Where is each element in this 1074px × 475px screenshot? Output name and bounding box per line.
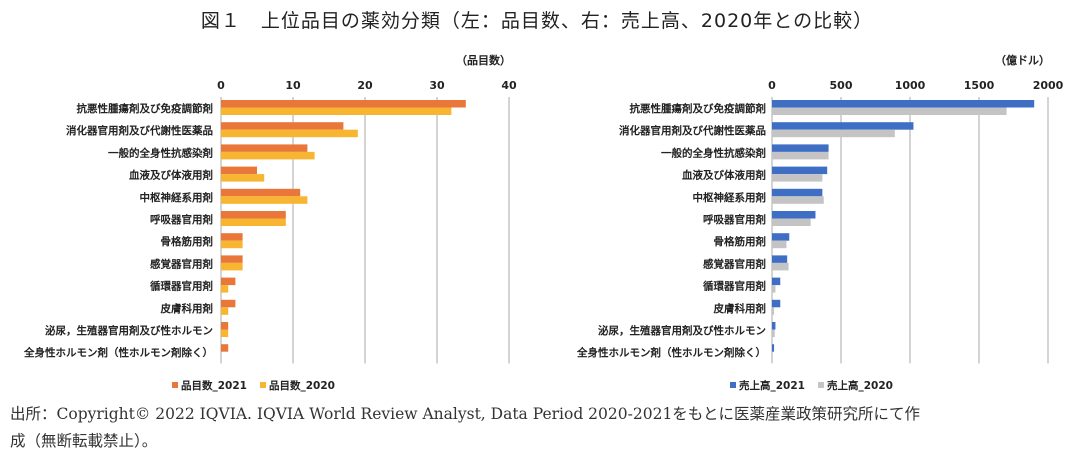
bar-売上高_2020 <box>772 307 775 315</box>
category-label: 呼吸器官用剤 <box>150 213 213 226</box>
bar-品目数_2020 <box>221 329 229 337</box>
bar-品目数_2020 <box>221 107 452 115</box>
legend-swatch <box>172 382 178 388</box>
charts: （品目数） 0 10 20 30 40 抗悪性腫瘍剤及び免疫調節剤消化器官用剤及び代謝性医薬… <box>23 53 1064 392</box>
bar-売上高_2020 <box>772 329 775 337</box>
bar-品目数_2020 <box>221 196 308 204</box>
figure-title: 図１ 上位品目の薬効分類（左：品目数、右：売上高、2020年との比較） <box>200 10 874 32</box>
category-label: 一般的全身性抗感染剤 <box>661 146 766 159</box>
bar-品目数_2020 <box>221 285 229 293</box>
category-label: 中枢神経系用剤 <box>693 191 767 204</box>
bar-品目数_2020 <box>221 129 358 138</box>
bar-売上高_2021 <box>772 211 816 219</box>
bar-売上高_2021 <box>772 100 1035 108</box>
bar-品目数_2021 <box>221 211 286 219</box>
category-label: 呼吸器官用剤 <box>703 213 766 226</box>
tick-label: 1500 <box>964 79 995 92</box>
bar-品目数_2020 <box>221 218 286 226</box>
category-label: 泌尿，生殖器官用剤及び性ホルモン <box>45 324 213 337</box>
legend-swatch <box>260 382 266 388</box>
bar-品目数_2020 <box>221 262 243 271</box>
bar-売上高_2020 <box>772 151 829 160</box>
tick-label: 0 <box>768 79 776 92</box>
bar-売上高_2021 <box>772 188 823 197</box>
category-label: 一般的全身性抗感染剤 <box>108 146 213 159</box>
bar-品目数_2021 <box>221 166 257 175</box>
tick-label: 30 <box>429 79 445 92</box>
bar-売上高_2020 <box>772 196 824 204</box>
category-label: 循環器官用剤 <box>150 280 213 293</box>
bar-売上高_2020 <box>772 218 811 226</box>
footnote-line-1: 出所：Copyright© 2022 IQVIA. IQVIA World Re… <box>10 405 920 423</box>
category-label: 循環器官用剤 <box>703 280 766 293</box>
legend-label: 売上高_2021 <box>739 379 805 392</box>
category-label: 骨格筋用剤 <box>161 235 214 248</box>
category-label: 感覚器官用剤 <box>703 257 766 270</box>
bar-売上高_2020 <box>772 174 823 182</box>
bar-品目数_2021 <box>221 122 344 130</box>
legend-label: 売上高_2020 <box>827 379 893 392</box>
tick-label: 20 <box>357 79 373 92</box>
category-label: 血液及び体液用剤 <box>682 169 766 182</box>
category-label: 骨格筋用剤 <box>714 235 767 248</box>
legend-label: 品目数_2021 <box>181 379 247 392</box>
bar-売上高_2021 <box>772 322 776 330</box>
bar-品目数_2021 <box>221 344 229 352</box>
bar-売上高_2020 <box>772 285 776 293</box>
unit-label: （品目数） <box>456 53 511 67</box>
bar-売上高_2020 <box>772 240 787 249</box>
bar-品目数_2020 <box>221 307 229 315</box>
category-label: 感覚器官用剤 <box>150 257 213 270</box>
bar-売上高_2021 <box>772 233 790 241</box>
legend-swatch <box>818 382 824 388</box>
category-label: 泌尿，生殖器官用剤及び性ホルモン <box>598 324 766 337</box>
bar-品目数_2021 <box>221 233 243 241</box>
category-label: 消化器官用剤及び代謝性医薬品 <box>66 124 213 137</box>
bar-品目数_2020 <box>221 174 265 182</box>
bar-品目数_2020 <box>221 240 243 249</box>
category-label: 抗悪性腫瘍剤及び免疫調節剤 <box>630 102 767 115</box>
category-label: 抗悪性腫瘍剤及び免疫調節剤 <box>77 102 214 115</box>
tick-label: 2000 <box>1033 79 1064 92</box>
legend-swatch <box>730 382 736 388</box>
tick-label: 0 <box>217 79 225 92</box>
tick-label: 1000 <box>895 79 926 92</box>
tick-label: 40 <box>501 79 517 92</box>
category-label: 消化器官用剤及び代謝性医薬品 <box>619 124 766 137</box>
bar-品目数_2021 <box>221 188 301 197</box>
bar-品目数_2021 <box>221 255 243 263</box>
bar-売上高_2021 <box>772 166 828 175</box>
category-label: 全身性ホルモン剤（性ホルモン剤除く） <box>23 346 213 359</box>
category-label: 血液及び体液用剤 <box>129 169 213 182</box>
bar-売上高_2020 <box>772 262 789 271</box>
category-label: 皮膚科用剤 <box>713 302 767 315</box>
footnote-line-2: 成（無断転載禁止）。 <box>10 432 158 450</box>
bar-売上高_2021 <box>772 255 788 263</box>
tick-label: 500 <box>830 79 853 92</box>
category-label: 中枢神経系用剤 <box>140 191 214 204</box>
legend-label: 品目数_2020 <box>269 379 335 392</box>
bar-売上高_2021 <box>772 344 775 352</box>
tick-label: 10 <box>285 79 301 92</box>
unit-label: （億ドル） <box>995 53 1050 67</box>
bar-売上高_2020 <box>772 107 1007 115</box>
bar-売上高_2021 <box>772 144 829 152</box>
category-label: 皮膚科用剤 <box>160 302 214 315</box>
bar-売上高_2021 <box>772 299 781 308</box>
category-label: 全身性ホルモン剤（性ホルモン剤除く） <box>576 346 766 359</box>
bar-売上高_2020 <box>772 129 895 138</box>
bar-売上高_2021 <box>772 122 914 130</box>
bar-品目数_2020 <box>221 151 315 160</box>
bar-品目数_2021 <box>221 144 308 152</box>
bar-品目数_2021 <box>221 277 236 286</box>
bar-品目数_2021 <box>221 299 236 308</box>
bar-売上高_2021 <box>772 277 781 286</box>
bar-品目数_2021 <box>221 100 466 108</box>
bar-品目数_2021 <box>221 322 229 330</box>
